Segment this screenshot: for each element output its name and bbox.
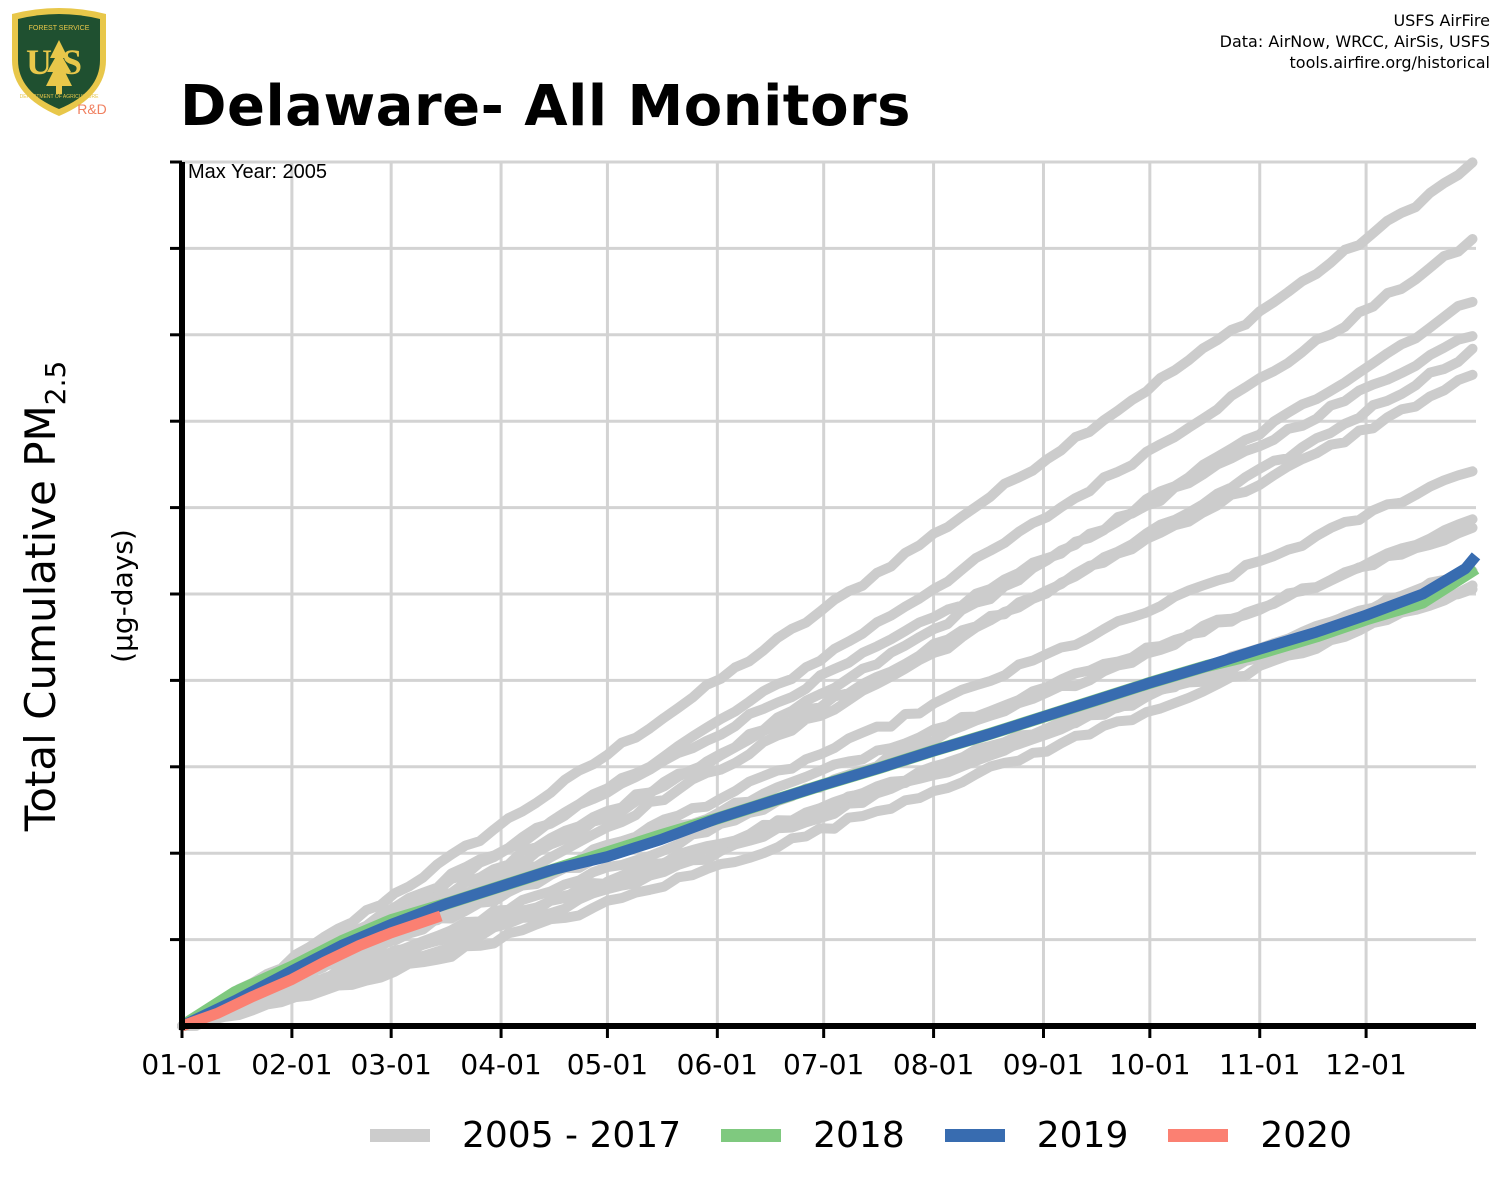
y-axis-label: Total Cumulative PM2.5	[16, 361, 72, 833]
y-axis-units: (µg-days)	[106, 529, 139, 663]
legend-label-2018: 2018	[813, 1114, 905, 1156]
history-series-line	[177, 580, 1478, 1031]
legend-item-2018: 2018	[721, 1115, 905, 1156]
legend-label-2019: 2019	[1036, 1114, 1129, 1156]
x-tick-label: 10-01	[1109, 1048, 1190, 1081]
credit-url: tools.airfire.org/historical	[1289, 53, 1490, 72]
highlight-series-group	[178, 552, 1481, 1032]
x-tick-label: 06-01	[677, 1048, 758, 1081]
usfs-shield-logo: FOREST SERVICE US DEPARTMENT OF AGRICULT…	[12, 8, 107, 117]
history-series-line	[177, 157, 1478, 1031]
x-tick-label: 09-01	[1003, 1048, 1084, 1081]
legend-swatch-2020	[1168, 1128, 1229, 1142]
history-series-line	[177, 522, 1478, 1031]
x-tick-label: 03-01	[350, 1048, 431, 1081]
legend-item-history: 2005 - 2017	[370, 1115, 681, 1156]
history-series-line	[177, 331, 1478, 1031]
series-line-2020	[180, 910, 443, 1032]
svg-text:Total Cumulative PM2.5: Total Cumulative PM2.5	[16, 361, 72, 833]
credits-block: USFS AirFire Data: AirNow, WRCC, AirSis,…	[1220, 10, 1490, 73]
x-tick-label: 02-01	[251, 1048, 332, 1081]
legend-swatch-2018	[721, 1128, 782, 1142]
credit-org: USFS AirFire	[1393, 11, 1490, 30]
x-tick-label: 04-01	[460, 1048, 541, 1081]
chart-title: Delaware- All Monitors	[180, 74, 911, 139]
max-year-annotation: Max Year: 2005	[188, 161, 327, 183]
logo-rd-tag: R&D	[77, 101, 107, 117]
legend-swatch-history	[370, 1128, 430, 1142]
x-tick-label: 11-01	[1219, 1048, 1300, 1081]
x-tick-label: 12-01	[1325, 1048, 1406, 1081]
series-line-2019	[179, 552, 1481, 1031]
y-axis-label-subscript: 2.5	[39, 361, 72, 406]
legend-item-2019: 2019	[944, 1114, 1129, 1156]
logo-top-text: FOREST SERVICE	[29, 25, 90, 32]
axis-layer: 01-01 02-01 03-01 04-01 05-01 06-01 07-01 08-01…	[141, 160, 1476, 1081]
x-tick-label: 07-01	[783, 1048, 864, 1081]
legend-item-2020: 2020	[1168, 1115, 1352, 1156]
legend-swatch-2019	[944, 1128, 1005, 1142]
y-axis-label-main: Total Cumulative PM	[16, 405, 65, 832]
x-tick-label: 05-01	[567, 1048, 648, 1081]
tree-icon	[46, 40, 72, 94]
legend-label-history: 2005 - 2017	[462, 1114, 682, 1156]
logo-bottom-text: DEPARTMENT OF AGRICULTURE	[20, 94, 99, 100]
grid-layer	[182, 160, 1476, 1026]
credit-data-sources: Data: AirNow, WRCC, AirSis, USFS	[1219, 32, 1490, 51]
legend-label-2020: 2020	[1260, 1114, 1352, 1156]
legend: 2005 - 2017 2018 2019 2020	[370, 1114, 1392, 1156]
x-tick-label: 08-01	[893, 1048, 974, 1081]
x-tick-label: 01-01	[141, 1048, 222, 1081]
